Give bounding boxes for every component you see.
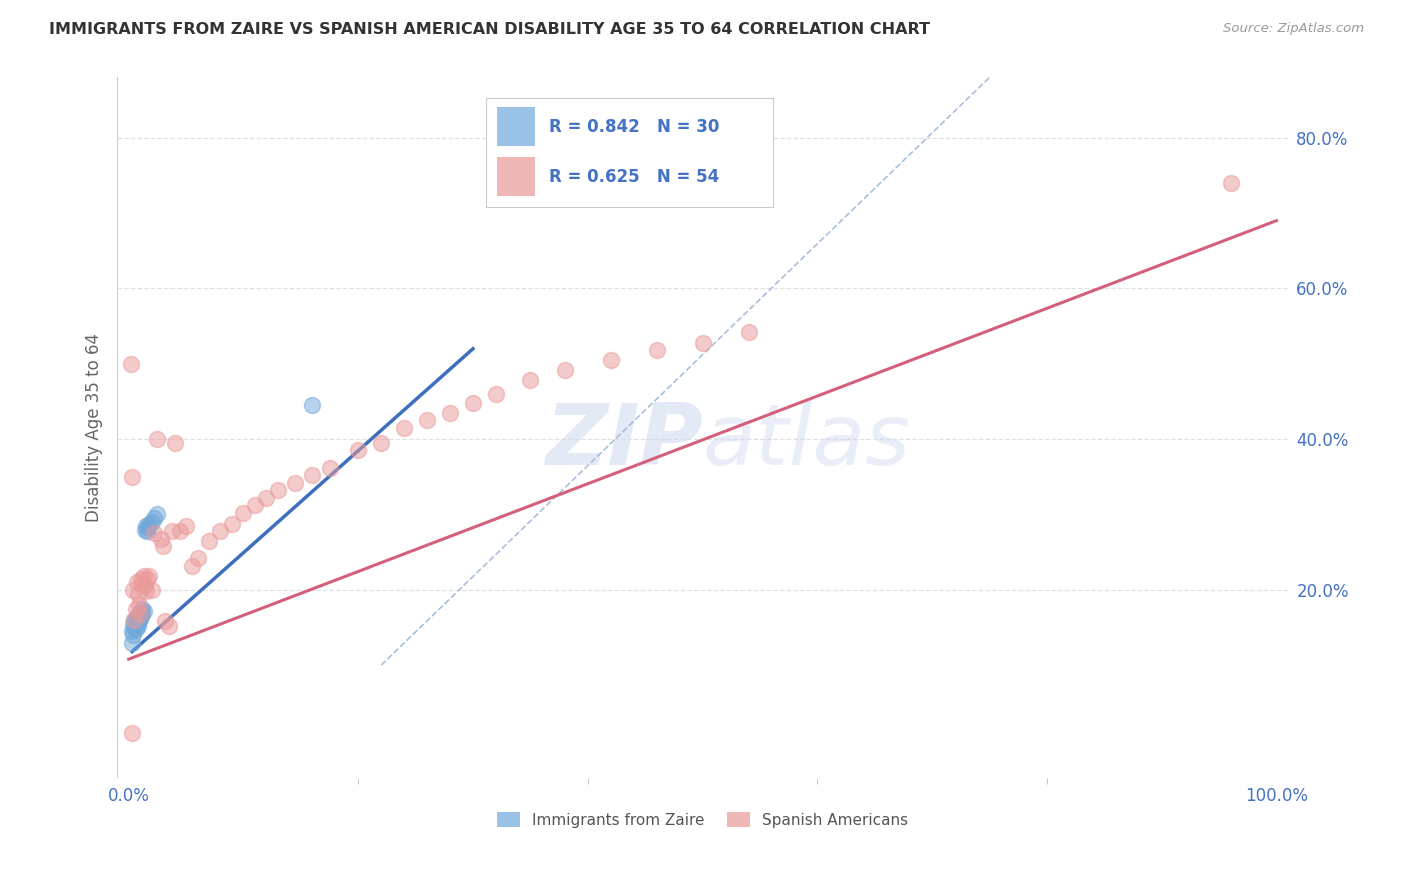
Point xyxy=(142,511,165,525)
Point xyxy=(209,524,232,538)
Point xyxy=(129,611,152,625)
Point xyxy=(121,624,143,639)
Point xyxy=(439,406,461,420)
Point xyxy=(519,373,541,387)
Point xyxy=(129,606,152,620)
Point xyxy=(267,483,290,498)
Point xyxy=(136,572,159,586)
Point xyxy=(124,622,146,636)
Point xyxy=(135,584,157,599)
Point xyxy=(254,491,277,505)
Point xyxy=(416,413,439,427)
Point xyxy=(318,460,340,475)
Point xyxy=(554,363,576,377)
Point xyxy=(136,524,159,538)
Text: ZIP: ZIP xyxy=(546,401,703,483)
Point xyxy=(169,524,191,538)
Point xyxy=(124,613,146,627)
Point xyxy=(125,609,148,624)
Point xyxy=(124,620,146,634)
Point xyxy=(370,436,392,450)
Point xyxy=(127,619,149,633)
Point xyxy=(131,576,153,591)
Point xyxy=(129,607,152,621)
Point xyxy=(141,582,163,597)
Point xyxy=(142,526,165,541)
Point xyxy=(174,518,197,533)
Point xyxy=(232,506,254,520)
Point xyxy=(128,611,150,625)
Point xyxy=(135,518,157,533)
Point xyxy=(149,532,172,546)
Legend: Immigrants from Zaire, Spanish Americans: Immigrants from Zaire, Spanish Americans xyxy=(491,805,915,834)
Text: IMMIGRANTS FROM ZAIRE VS SPANISH AMERICAN DISABILITY AGE 35 TO 64 CORRELATION CH: IMMIGRANTS FROM ZAIRE VS SPANISH AMERICA… xyxy=(49,22,931,37)
Point xyxy=(485,387,508,401)
Point xyxy=(146,432,169,446)
Point xyxy=(129,607,152,621)
Point xyxy=(243,499,266,513)
Point xyxy=(129,572,152,586)
Point xyxy=(134,579,156,593)
Point xyxy=(127,586,149,600)
Point xyxy=(122,582,145,597)
Point xyxy=(121,635,143,649)
Point xyxy=(129,609,152,624)
Point xyxy=(737,325,759,339)
Point xyxy=(284,475,307,490)
Point xyxy=(121,470,143,484)
Point xyxy=(125,575,148,590)
Point xyxy=(157,619,180,633)
Point xyxy=(131,607,153,621)
Point xyxy=(134,523,156,537)
Point xyxy=(155,615,177,629)
Point xyxy=(162,524,184,538)
Point xyxy=(127,613,149,627)
Point xyxy=(138,516,160,531)
Point xyxy=(461,396,484,410)
Point xyxy=(163,436,186,450)
Text: atlas: atlas xyxy=(703,401,911,483)
Point xyxy=(120,357,142,371)
Point xyxy=(131,601,153,615)
Point xyxy=(301,398,323,412)
Point xyxy=(136,521,159,535)
Point xyxy=(186,551,208,566)
Point xyxy=(146,508,169,522)
Point xyxy=(645,343,668,358)
Point xyxy=(124,613,146,627)
Text: Source: ZipAtlas.com: Source: ZipAtlas.com xyxy=(1223,22,1364,36)
Point xyxy=(392,421,415,435)
Point xyxy=(138,569,160,583)
Point xyxy=(128,615,150,629)
Point xyxy=(122,628,145,642)
Point xyxy=(124,601,146,615)
Point xyxy=(121,726,143,740)
Point xyxy=(347,443,370,458)
Point xyxy=(132,604,155,618)
Point xyxy=(198,533,221,548)
Point xyxy=(141,515,163,529)
Point xyxy=(221,516,243,531)
Y-axis label: Disability Age 35 to 64: Disability Age 35 to 64 xyxy=(86,334,103,523)
Point xyxy=(132,569,155,583)
Point xyxy=(122,616,145,631)
Point xyxy=(692,335,714,350)
Point xyxy=(599,353,621,368)
Point xyxy=(125,616,148,631)
Point xyxy=(301,468,323,483)
Point xyxy=(1219,176,1241,190)
Point xyxy=(152,539,174,553)
Point xyxy=(128,598,150,612)
Point xyxy=(124,615,146,629)
Point xyxy=(180,558,202,573)
